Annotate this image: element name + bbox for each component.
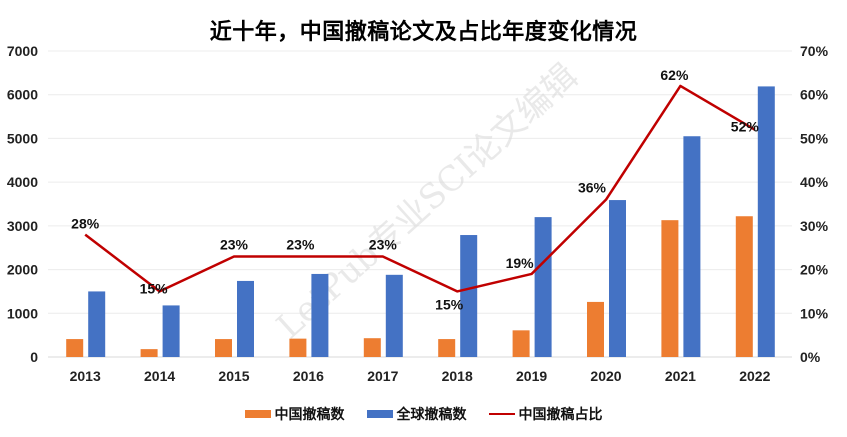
data-label: 62% bbox=[660, 67, 689, 83]
right-tick-label: 70% bbox=[800, 43, 829, 59]
x-tick-label: 2019 bbox=[516, 368, 547, 384]
right-tick-label: 20% bbox=[800, 262, 829, 278]
legend-swatch-orange bbox=[244, 410, 271, 418]
x-tick-label: 2020 bbox=[590, 368, 621, 384]
x-tick-label: 2016 bbox=[293, 368, 324, 384]
left-tick-label: 5000 bbox=[7, 130, 38, 146]
bar-china bbox=[289, 338, 307, 357]
left-tick-label: 4000 bbox=[7, 174, 38, 190]
x-tick-label: 2014 bbox=[144, 368, 175, 384]
left-axis: 0 1000 2000 3000 4000 5000 6000 7000 bbox=[7, 43, 38, 365]
left-tick-label: 7000 bbox=[7, 43, 38, 59]
bar-china bbox=[735, 216, 753, 357]
x-tick-label: 2018 bbox=[442, 368, 473, 384]
x-tick-label: 2022 bbox=[739, 368, 770, 384]
legend-swatch-red-line bbox=[488, 412, 515, 416]
chart-title: 近十年，中国撤稿论文及占比年度变化情况 bbox=[209, 20, 638, 45]
x-tick-label: 2021 bbox=[665, 368, 696, 384]
left-tick-label: 0 bbox=[30, 349, 38, 365]
left-tick-label: 3000 bbox=[7, 218, 38, 234]
bar-global bbox=[609, 200, 626, 357]
bar-china bbox=[140, 349, 158, 357]
x-axis: 2013 2014 2015 2016 2017 2018 2019 2020 2021 2022 bbox=[70, 368, 771, 384]
line-series: 28% 15% 23% 23% 23% 15% 19% 36% 62% 52% bbox=[71, 67, 759, 312]
bar-global bbox=[683, 136, 701, 357]
data-label: 52% bbox=[731, 119, 760, 135]
legend-label: 中国撤稿数 bbox=[274, 407, 345, 423]
legend-item-china-ratio: 中国撤稿占比 bbox=[488, 404, 603, 424]
bar-china bbox=[215, 339, 232, 357]
bar-global bbox=[311, 273, 329, 357]
bar-china bbox=[66, 339, 84, 357]
bar-global bbox=[385, 274, 403, 357]
data-label: 15% bbox=[140, 280, 169, 296]
right-tick-label: 40% bbox=[800, 174, 829, 190]
right-tick-label: 10% bbox=[800, 305, 829, 321]
bar-global bbox=[237, 280, 254, 357]
legend-item-china-retractions: 中国撤稿数 bbox=[244, 404, 345, 424]
data-label: 23% bbox=[369, 236, 398, 252]
right-tick-label: 30% bbox=[800, 218, 829, 234]
data-label: 23% bbox=[220, 236, 249, 252]
bar-global bbox=[162, 305, 180, 357]
left-tick-label: 1000 bbox=[7, 305, 38, 321]
legend: 中国撤稿数 全球撤稿数 中国撤稿占比 bbox=[0, 404, 847, 424]
x-tick-label: 2017 bbox=[367, 368, 398, 384]
data-label: 15% bbox=[435, 296, 464, 312]
legend-item-global-retractions: 全球撤稿数 bbox=[366, 404, 467, 424]
bar-china bbox=[661, 220, 679, 357]
right-axis: 0% 10% 20% 30% 40% 50% 60% 70% bbox=[800, 43, 829, 365]
data-label: 28% bbox=[71, 216, 100, 232]
bar-global bbox=[460, 235, 478, 357]
bar-global bbox=[88, 291, 106, 357]
ratio-line bbox=[84, 84, 756, 293]
bar-china bbox=[363, 338, 381, 357]
bar-global bbox=[757, 86, 775, 357]
x-tick-label: 2013 bbox=[70, 368, 101, 384]
bar-china bbox=[587, 301, 604, 357]
x-tick-label: 2015 bbox=[218, 368, 249, 384]
left-tick-label: 6000 bbox=[7, 87, 38, 103]
right-tick-label: 60% bbox=[800, 87, 829, 103]
legend-label: 中国撤稿占比 bbox=[518, 407, 603, 423]
legend-swatch-blue bbox=[366, 410, 393, 418]
bar-global bbox=[534, 217, 552, 357]
bar-china bbox=[438, 339, 456, 357]
right-tick-label: 50% bbox=[800, 130, 829, 146]
left-tick-label: 2000 bbox=[7, 262, 38, 278]
legend-label: 全球撤稿数 bbox=[396, 407, 467, 423]
data-label: 19% bbox=[506, 255, 535, 271]
bar-series bbox=[66, 86, 775, 357]
data-label: 36% bbox=[578, 180, 607, 196]
data-label: 23% bbox=[286, 236, 315, 252]
bar-china bbox=[512, 330, 530, 357]
right-tick-label: 0% bbox=[800, 349, 821, 365]
